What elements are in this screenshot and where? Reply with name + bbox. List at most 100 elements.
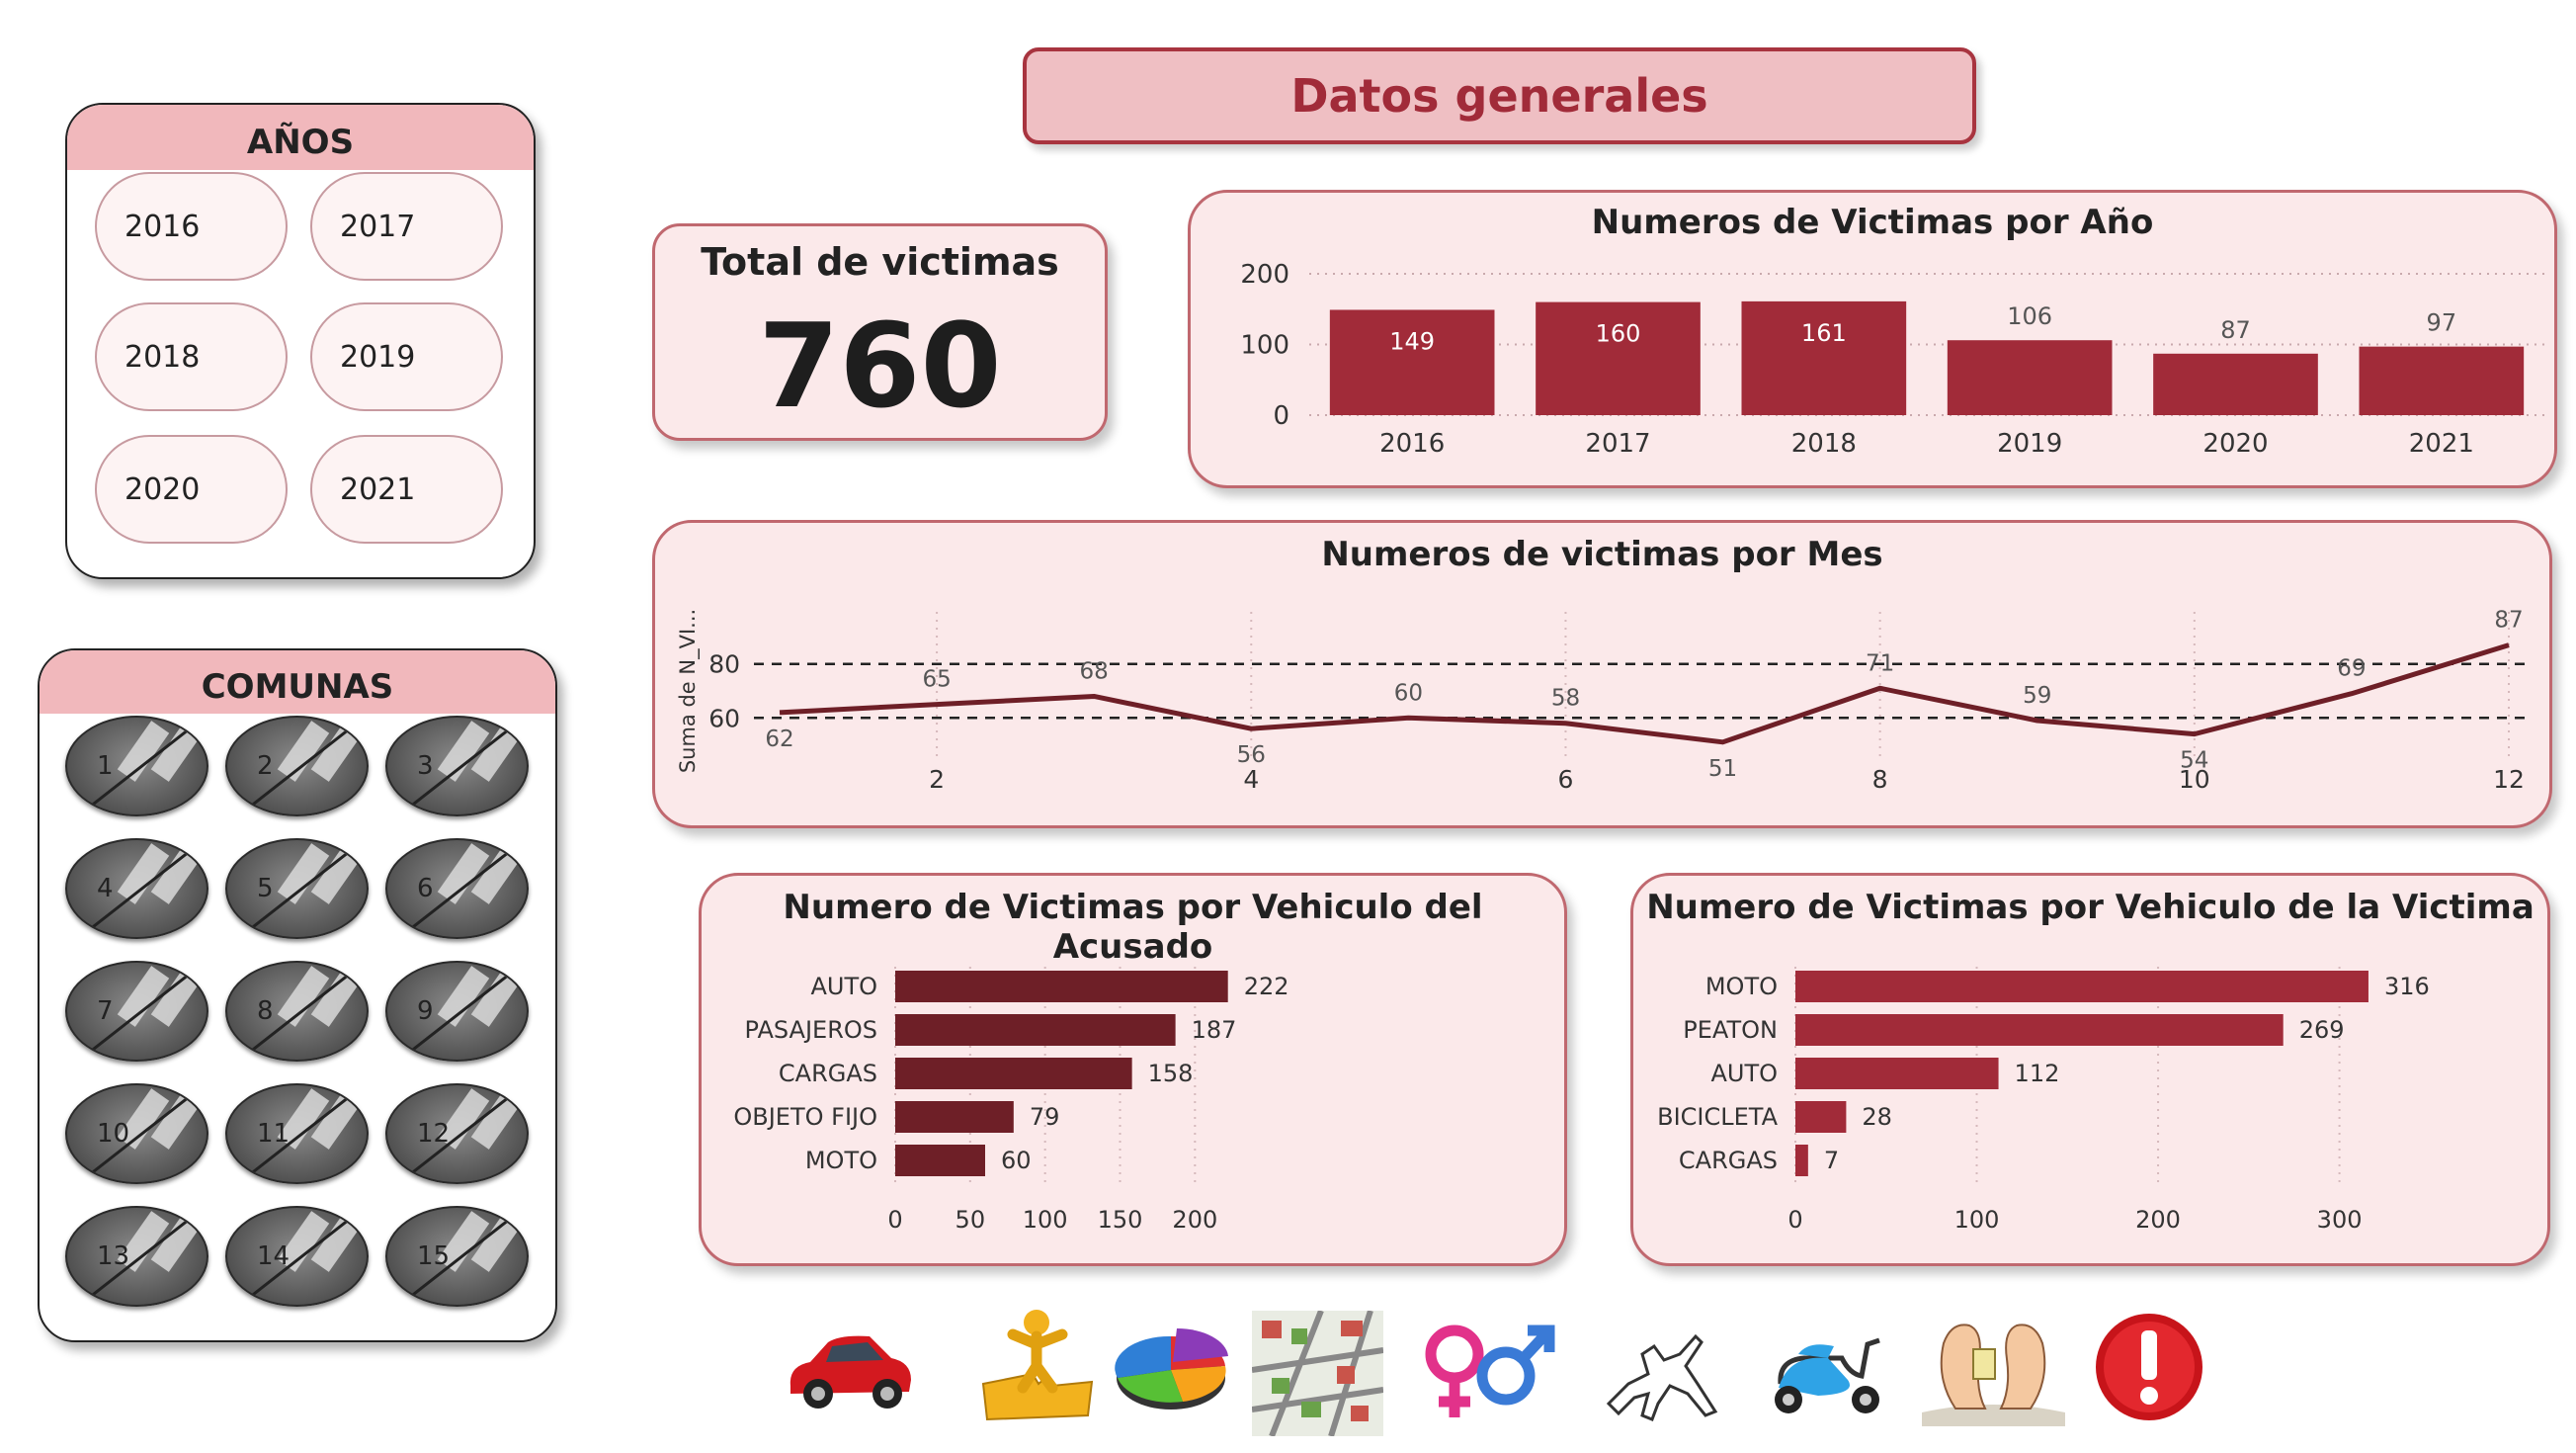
bar-cargas[interactable]	[1795, 1145, 1808, 1176]
data-label: 97	[2427, 309, 2457, 337]
comuna-button-11[interactable]: 11	[225, 1083, 369, 1184]
feet-tag-icon[interactable]	[1922, 1310, 2065, 1426]
x-tick-label: 2021	[2409, 429, 2474, 459]
gender-icon[interactable]	[1415, 1315, 1558, 1423]
data-label: 112	[2015, 1060, 2060, 1087]
comuna-button-13[interactable]: 13	[65, 1206, 208, 1307]
data-label: 68	[1080, 658, 1109, 684]
y-tick-label: 200	[1240, 260, 1289, 290]
comuna-button-8[interactable]: 8	[225, 961, 369, 1062]
comuna-button-14[interactable]: 14	[225, 1206, 369, 1307]
y-tick-label: 60	[708, 704, 740, 732]
data-label: 59	[2023, 683, 2051, 709]
car-icon[interactable]	[781, 1315, 919, 1418]
comuna-button-label: 7	[97, 996, 114, 1026]
comuna-button-label: 6	[417, 874, 434, 903]
bar-bicicleta[interactable]	[1795, 1101, 1847, 1133]
comuna-button-4[interactable]: 4	[65, 838, 208, 939]
victims-per-month-card: Numeros de victimas por Mes Suma de N_VI…	[652, 520, 2552, 828]
bar-pasajeros[interactable]	[895, 1014, 1176, 1046]
comuna-button-5[interactable]: 5	[225, 838, 369, 939]
total-victims-label: Total de victimas	[701, 240, 1059, 284]
comuna-button-6[interactable]: 6	[385, 838, 529, 939]
page-title-banner: Datos generales	[1023, 47, 1976, 144]
bar-2016[interactable]	[1329, 309, 1495, 415]
bar-moto[interactable]	[1795, 971, 2368, 1002]
comunas-slicer-title: COMUNAS	[40, 650, 555, 714]
comuna-button-2[interactable]: 2	[225, 716, 369, 816]
comuna-button-9[interactable]: 9	[385, 961, 529, 1062]
x-tick-label: 2	[929, 765, 945, 794]
comuna-button-3[interactable]: 3	[385, 716, 529, 816]
data-label: 56	[1237, 742, 1266, 768]
total-victims-card: Total de victimas 760	[652, 223, 1108, 441]
x-tick-label: 2016	[1379, 429, 1445, 459]
bar-2017[interactable]	[1536, 301, 1701, 415]
year-button-2020[interactable]: 2020	[95, 435, 288, 544]
comuna-button-10[interactable]: 10	[65, 1083, 208, 1184]
year-button-2017[interactable]: 2017	[310, 172, 503, 281]
data-label: 28	[1862, 1103, 1892, 1131]
comuna-button-7[interactable]: 7	[65, 961, 208, 1062]
scooter-icon[interactable]	[1759, 1315, 1892, 1425]
category-label: MOTO	[1705, 973, 1778, 1000]
comuna-button-label: 15	[417, 1241, 451, 1271]
alert-icon[interactable]	[2093, 1311, 2206, 1424]
comuna-button-label: 10	[97, 1119, 130, 1149]
data-label: 62	[765, 726, 793, 752]
year-button-2018[interactable]: 2018	[95, 302, 288, 411]
x-tick-label: 8	[1872, 765, 1888, 794]
data-label: 158	[1148, 1060, 1194, 1087]
victim-vehicle-chart: 0 100 200 300 MOTO 316 PEATON 269 AUTO 112 BICICLE…	[1657, 967, 2430, 1234]
bar-2020[interactable]	[2153, 353, 2318, 415]
pie-chart-icon[interactable]	[1112, 1323, 1235, 1416]
year-button-2021[interactable]: 2021	[310, 435, 503, 544]
comuna-button-label: 4	[97, 874, 114, 903]
puzzle-person-icon[interactable]	[973, 1305, 1102, 1423]
year-button-2016[interactable]: 2016	[95, 172, 288, 281]
y-tick-label: 0	[1273, 401, 1289, 431]
victims-per-year-title: Numeros de Victimas por Año	[1591, 203, 2154, 242]
comuna-button-label: 3	[417, 751, 434, 781]
comuna-button-12[interactable]: 12	[385, 1083, 529, 1184]
data-label: 69	[2337, 656, 2366, 682]
year-button-2019[interactable]: 2019	[310, 302, 503, 411]
victims-per-month-title: Numeros de victimas por Mes	[1321, 535, 1883, 574]
data-label: 222	[1244, 973, 1289, 1000]
monthly-series-line[interactable]	[779, 642, 2510, 745]
comuna-button-label: 12	[417, 1119, 451, 1149]
bar-cargas[interactable]	[895, 1058, 1132, 1089]
category-label: MOTO	[805, 1147, 877, 1174]
bar-2018[interactable]	[1741, 300, 1907, 415]
data-label: 316	[2384, 973, 2430, 1000]
y-axis-title: Suma de N_VI...	[676, 609, 701, 773]
bar-2019[interactable]	[1947, 340, 2113, 415]
category-label: AUTO	[810, 973, 877, 1000]
bar-auto[interactable]	[1795, 1058, 1999, 1089]
bar-moto[interactable]	[895, 1145, 985, 1176]
page-title: Datos generales	[1290, 69, 1708, 123]
comuna-button-label: 8	[257, 996, 274, 1026]
bar-peaton[interactable]	[1795, 1014, 2284, 1046]
data-label: 269	[2299, 1016, 2345, 1044]
x-tick-label: 100	[1954, 1206, 2000, 1234]
comuna-button-1[interactable]: 1	[65, 716, 208, 816]
body-outline-icon[interactable]	[1599, 1325, 1722, 1423]
y-tick-label: 100	[1240, 331, 1289, 361]
bar-objeto-fijo[interactable]	[895, 1101, 1014, 1133]
bar-auto[interactable]	[895, 971, 1228, 1002]
category-label: BICICLETA	[1657, 1103, 1778, 1131]
victims-per-year-chart: 0 100 200 149 2016 160 2017 161 2018 106 2019 87 202…	[1240, 260, 2544, 459]
comuna-button-15[interactable]: 15	[385, 1206, 529, 1307]
accused-vehicle-card: Numero de Victimas por Vehiculo del Acus…	[699, 873, 1567, 1266]
bar-2021[interactable]	[2359, 346, 2525, 415]
x-tick-label: 2018	[1791, 429, 1857, 459]
x-tick-label: 10	[2179, 765, 2210, 794]
x-tick-label: 0	[887, 1206, 902, 1234]
category-label: CARGAS	[779, 1060, 877, 1087]
victim-vehicle-card: Numero de Victimas por Vehiculo de la Vi…	[1630, 873, 2550, 1266]
x-tick-label: 200	[1172, 1206, 1217, 1234]
category-label: PEATON	[1683, 1016, 1778, 1044]
map-city-icon[interactable]	[1252, 1311, 1383, 1436]
